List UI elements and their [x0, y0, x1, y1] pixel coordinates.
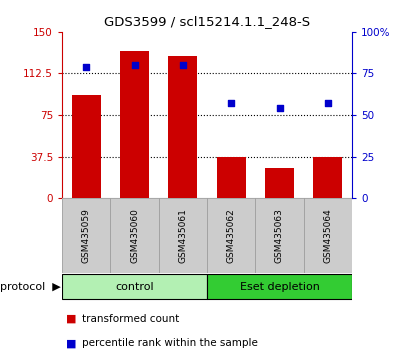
Text: ■: ■	[66, 314, 76, 324]
Text: percentile rank within the sample: percentile rank within the sample	[82, 338, 258, 348]
Bar	[207, 274, 352, 299]
Bar	[207, 198, 255, 273]
Text: transformed count: transformed count	[82, 314, 179, 324]
Point	[131, 62, 138, 68]
Bar	[265, 168, 294, 198]
Bar	[110, 198, 159, 273]
Bar	[159, 198, 207, 273]
Bar	[72, 95, 101, 198]
Text: GSM435062: GSM435062	[227, 208, 236, 263]
Text: GSM435060: GSM435060	[130, 208, 139, 263]
Bar	[217, 157, 246, 198]
Bar	[62, 198, 110, 273]
Bar	[120, 51, 149, 198]
Text: GSM435063: GSM435063	[275, 208, 284, 263]
Text: control: control	[115, 282, 154, 292]
Text: GSM435061: GSM435061	[178, 208, 187, 263]
Text: ■: ■	[66, 338, 76, 348]
Bar	[313, 157, 342, 198]
Bar	[304, 198, 352, 273]
Text: GSM435064: GSM435064	[323, 208, 332, 263]
Bar	[168, 56, 197, 198]
Text: GSM435059: GSM435059	[82, 208, 91, 263]
Text: protocol  ▶: protocol ▶	[0, 282, 61, 292]
Bar	[255, 198, 304, 273]
Bar	[62, 274, 207, 299]
Text: Eset depletion: Eset depletion	[240, 282, 320, 292]
Point	[83, 64, 89, 70]
Point	[180, 62, 186, 68]
Title: GDS3599 / scl15214.1.1_248-S: GDS3599 / scl15214.1.1_248-S	[104, 15, 310, 28]
Point	[325, 101, 331, 106]
Point	[276, 105, 283, 111]
Point	[228, 101, 234, 106]
